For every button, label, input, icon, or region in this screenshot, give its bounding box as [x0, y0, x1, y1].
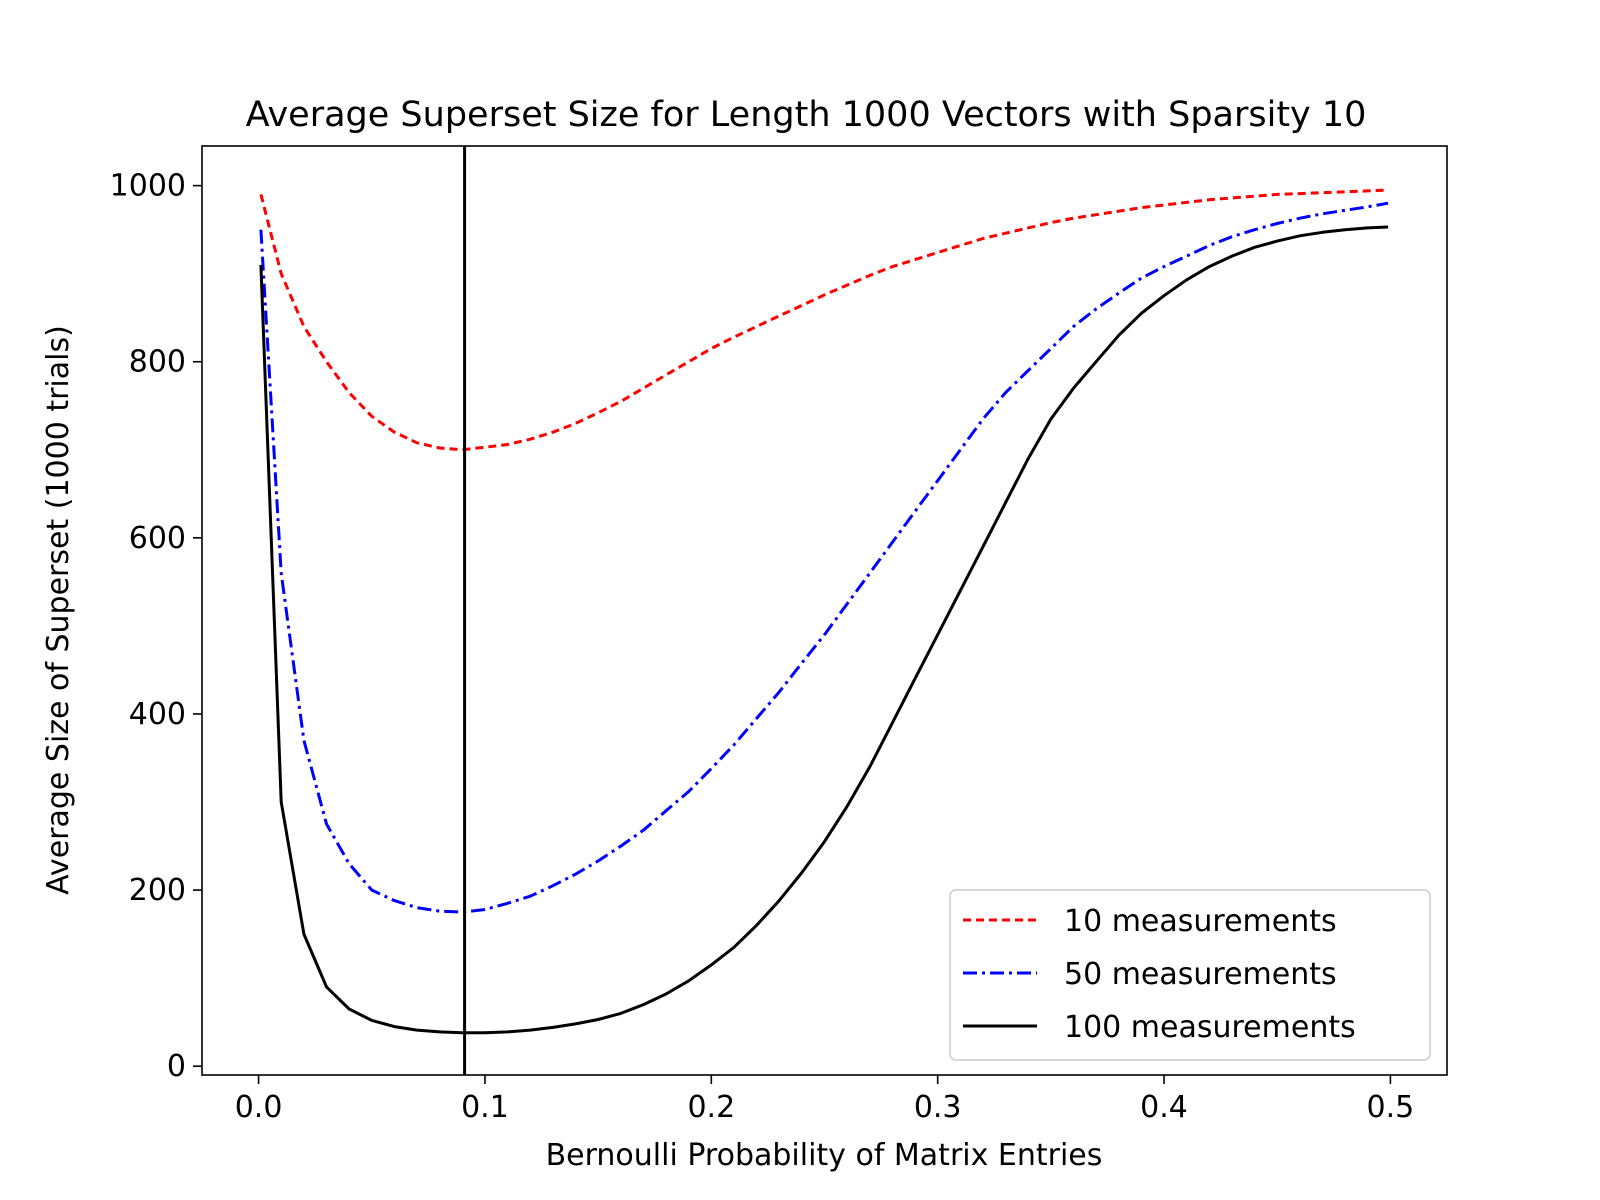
y-tick-label: 1000 [110, 169, 186, 204]
series-line-2 [259, 201, 1389, 914]
chart-title: Average Superset Size for Length 1000 Ve… [246, 95, 1367, 135]
legend-label-1: 10 measurements [1064, 904, 1337, 939]
legend: 10 measurements 50 measurements 100 measur… [949, 889, 1431, 1061]
x-tick-label: 0.5 [1367, 1090, 1415, 1125]
series-line-3 [259, 225, 1389, 1035]
y-tick-label: 600 [129, 521, 186, 556]
x-tick-label: 0.3 [914, 1090, 962, 1125]
legend-label-3: 100 measurements [1064, 1010, 1356, 1045]
y-tick-label: 800 [129, 345, 186, 380]
x-axis: 0.0 0.1 0.2 0.3 0.4 0.5 [235, 1075, 1415, 1125]
x-tick-label: 0.1 [461, 1090, 509, 1125]
x-tick-label: 0.2 [687, 1090, 735, 1125]
x-tick-label: 0.4 [1140, 1090, 1188, 1125]
y-tick-label: 0 [167, 1049, 186, 1084]
y-axis-label: Average Size of Superset (1000 trials) [41, 325, 76, 895]
x-axis-label: Bernoulli Probability of Matrix Entries [546, 1138, 1103, 1173]
y-tick-label: 400 [129, 697, 186, 732]
series-line-1 [259, 188, 1389, 452]
x-tick-label: 0.0 [235, 1090, 283, 1125]
legend-frame [949, 889, 1431, 1061]
y-axis: 0 200 400 600 800 1000 [110, 169, 202, 1084]
y-tick-label: 200 [129, 873, 186, 908]
legend-label-2: 50 measurements [1064, 957, 1337, 992]
plot-frame [201, 145, 1448, 1076]
plot-area [259, 146, 1389, 1075]
